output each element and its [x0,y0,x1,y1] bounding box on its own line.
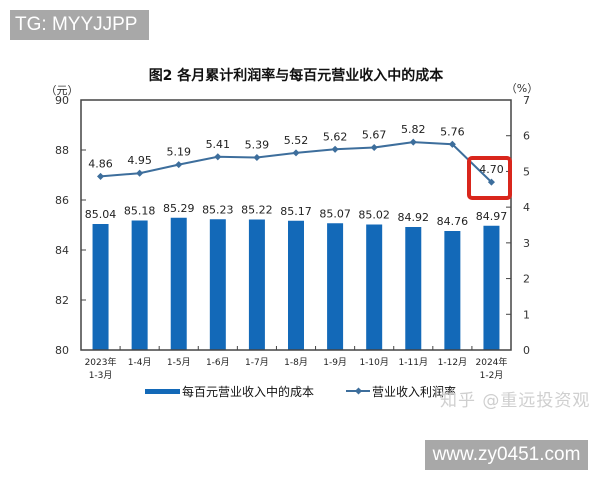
x-tick-label: 1-7月 [245,357,269,368]
line-value-label: 5.52 [284,134,309,147]
line-marker [253,153,261,162]
left-tick-label: 86 [55,194,69,207]
zhihu-watermark: 知乎 @重远投资观 [440,391,591,411]
bar [444,231,461,350]
x-tick-label: 1-12月 [438,357,467,368]
bar-value-label: 84.97 [476,210,508,223]
right-tick-label: 3 [523,237,530,250]
right-tick-label: 7 [523,94,530,107]
left-tick-label: 84 [55,244,69,257]
line-value-label: 5.82 [401,123,426,136]
x-tick-label: 1-5月 [167,357,191,368]
line-marker [97,172,105,180]
right-axis: 0 1 2 3 4 5 6 7 [506,94,530,357]
plot-frame [80,99,512,351]
bar-value-label: 85.29 [163,202,195,215]
x-tick-label: 1-4月 [128,357,152,368]
line-value-label: 4.86 [88,157,113,170]
x-tick-label: 2024年 [476,356,508,368]
x-tick-label: 1-10月 [359,357,388,368]
x-tick-label: 1-6月 [206,357,230,368]
bar-value-label: 85.22 [241,204,273,217]
bar [288,220,304,350]
x-tick-label: 1-11月 [399,357,428,368]
bar [483,225,500,350]
legend-bar-label: 每百元营业收入中的成本 [182,384,314,399]
line-marker [331,145,339,153]
right-tick-label: 4 [523,201,530,214]
bar-value-label: 84.92 [398,211,430,224]
x-tick-label: 2023年 [85,356,117,368]
bar [248,219,265,350]
line-value-label: 5.19 [166,146,191,159]
right-axis-unit: （%） [506,82,538,95]
bar-value-label: 85.04 [85,208,117,221]
line-marker [409,138,417,146]
bar [327,223,344,350]
line-marker [136,169,144,177]
highlight-box [467,156,512,200]
line-marker [448,140,456,148]
watermark-top: TG: MYYJJPP [10,10,149,40]
line-value-labels: 4.86 4.95 5.19 5.41 5.39 5.52 5.62 5.67 5.82 5.76… [88,123,503,176]
line-value-label: 4.70 [479,163,504,176]
legend-bar-swatch [145,389,180,394]
x-tick-label: 1-9月 [323,357,347,368]
left-tick-label: 82 [55,294,69,307]
bar-value-label: 85.18 [124,205,156,218]
line-series [97,138,495,186]
chart-title: 图2 各月累计利润率与每百元营业收入中的成本 [149,67,445,84]
line-value-label: 4.95 [127,154,152,167]
line-value-label: 5.67 [362,129,387,142]
legend: 每百元营业收入中的成本 营业收入利润率 [145,384,456,399]
line-marker [175,161,183,169]
bar-value-label: 85.17 [280,205,312,218]
left-tick-label: 90 [55,94,69,107]
line-marker [370,143,378,152]
bar-value-label: 85.07 [319,207,351,220]
bar [92,224,109,350]
bar [131,220,148,350]
line-value-label: 5.39 [245,139,270,152]
bar [170,217,187,350]
left-tick-label: 80 [55,344,69,357]
right-tick-label: 6 [523,130,530,143]
line-marker [292,149,300,157]
line-value-label: 5.62 [323,130,348,143]
legend-line-label: 营业收入利润率 [372,384,456,399]
right-tick-label: 5 [523,165,530,178]
x-tick-label: 1-8月 [284,357,308,368]
line-value-label: 5.41 [206,138,231,151]
bar [366,224,383,350]
bar-series [92,217,500,350]
line-marker [487,178,495,186]
bar [405,227,422,350]
right-tick-label: 1 [523,308,530,321]
x-tick-label: 1-2月 [480,370,504,381]
right-tick-label: 2 [523,273,530,286]
left-axis-unit: （元） [46,84,79,97]
bar-value-label: 84.76 [437,215,469,228]
watermark-bottom: www.zy0451.com [425,440,588,470]
right-tick-label: 0 [523,344,530,357]
bar [209,219,226,350]
bar-value-label: 85.23 [202,203,234,216]
bar-value-label: 85.02 [358,209,390,222]
x-axis: 2023年 1-3月 1-4月 1-5月 1-6月 1-7月 1-8月 1-9月 1-10月 1-… [85,346,508,381]
left-tick-label: 88 [55,144,69,157]
line-value-label: 5.76 [440,125,465,138]
left-axis: 80 82 84 86 88 90 [55,94,86,357]
line-marker [214,153,222,161]
bar-value-labels: 85.04 85.18 85.29 85.23 85.22 85.17 85.07 85.02… [85,202,507,228]
x-tick-label: 1-3月 [89,370,113,381]
